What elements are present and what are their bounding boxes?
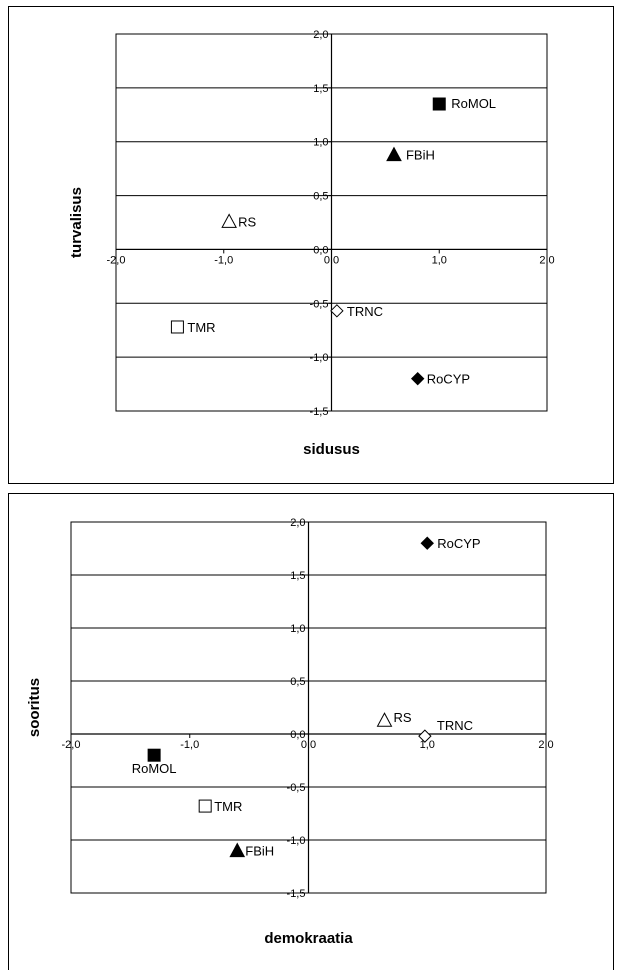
triangle-marker [221, 213, 237, 228]
y-tick-label: 1,5 [313, 83, 328, 95]
data-label: TRNC [347, 304, 383, 319]
data-point-rocyp: RoCYP [410, 371, 470, 387]
y-tick-label: -1,0 [287, 835, 306, 847]
data-point-fbih: FBiH [229, 842, 274, 859]
chart-panel-top: 2,0 1,5 1,0 0,5 0,0 -0,5 -1,0 -1,5 -2,0 -1,0 0,0 1,… [8, 6, 614, 484]
x-tick-label: 1,0 [420, 739, 435, 751]
triangle-marker [386, 146, 402, 162]
data-label: TMR [214, 799, 242, 814]
y-tick-label: 1,0 [313, 137, 328, 149]
y-tick-label: 0,5 [313, 191, 328, 203]
scatter-chart-bottom: 2,0 1,5 1,0 0,5 0,0 -0,5 -1,0 -1,5 -2,0 -1,0 0,0 1,… [26, 517, 554, 947]
data-point-rs: RS [376, 710, 412, 727]
x-tick-label: 0,0 [301, 739, 316, 751]
data-label: FBiH [406, 148, 435, 163]
data-point-rs: RS [221, 213, 257, 229]
data-point-rocyp: RoCYP [420, 536, 481, 551]
square-marker [198, 799, 212, 813]
data-label: RoMOL [132, 761, 177, 776]
data-point-tmr: TMR [170, 320, 216, 335]
diamond-marker [418, 729, 432, 743]
x-tick-label: -1,0 [214, 254, 233, 266]
diamond-marker [410, 371, 425, 386]
y-tick-label: 2,0 [313, 29, 328, 41]
y-tick-label: -1,5 [287, 888, 306, 900]
diamond-marker [420, 536, 434, 550]
data-label: RS [394, 710, 412, 725]
data-label: RoCYP [437, 536, 480, 551]
square-marker [170, 320, 184, 334]
y-tick-label: 0,0 [290, 729, 305, 741]
data-point-romol: RoMOL [132, 748, 177, 776]
y-tick-label: 0,5 [290, 676, 305, 688]
y-tick-label: 1,0 [290, 623, 305, 635]
x-axis-title: demokraatia [264, 930, 353, 947]
scatter-chart-top: 2,0 1,5 1,0 0,5 0,0 -0,5 -1,0 -1,5 -2,0 -1,0 0,0 1,… [68, 29, 555, 458]
data-label: FBiH [245, 844, 274, 859]
y-axis-title: sooritus [26, 678, 43, 737]
y-tick-label: -0,5 [310, 298, 329, 310]
y-tick-label: -1,5 [310, 406, 329, 418]
x-tick-label: 2,0 [539, 254, 554, 266]
data-point-tmr: TMR [198, 799, 242, 814]
y-tick-label: 1,5 [290, 570, 305, 582]
x-tick-label: 1,0 [432, 254, 447, 266]
y-tick-label: 2,0 [290, 517, 305, 529]
x-tick-label: -1,0 [180, 739, 199, 751]
triangle-marker [229, 842, 246, 858]
data-point-trnc: TRNC [418, 718, 473, 743]
data-point-trnc: TRNC [330, 304, 383, 319]
data-label: TMR [187, 320, 215, 335]
y-tick-label: -1,0 [310, 352, 329, 364]
y-tick-label: 0,0 [313, 244, 328, 256]
x-tick-label: 2,0 [538, 739, 553, 751]
x-tick-label: -2,0 [62, 739, 81, 751]
x-tick-label: 0,0 [324, 254, 339, 266]
square-marker [432, 97, 446, 111]
triangle-marker [376, 712, 393, 727]
data-label: RoMOL [451, 96, 496, 111]
data-point-romol: RoMOL [432, 96, 496, 111]
data-label: RS [238, 214, 256, 229]
y-axis-title: turvalisus [68, 187, 85, 258]
data-label: TRNC [437, 718, 473, 733]
x-tick-label: -2,0 [107, 254, 126, 266]
square-marker [147, 748, 161, 762]
data-label: RoCYP [427, 372, 470, 387]
x-axis-title: sidusus [303, 441, 360, 458]
chart-panel-bottom: 2,0 1,5 1,0 0,5 0,0 -0,5 -1,0 -1,5 -2,0 -1,0 0,0 1,… [8, 493, 614, 970]
data-point-fbih: FBiH [386, 146, 435, 163]
diamond-marker [330, 304, 344, 318]
y-tick-label: -0,5 [287, 782, 306, 794]
